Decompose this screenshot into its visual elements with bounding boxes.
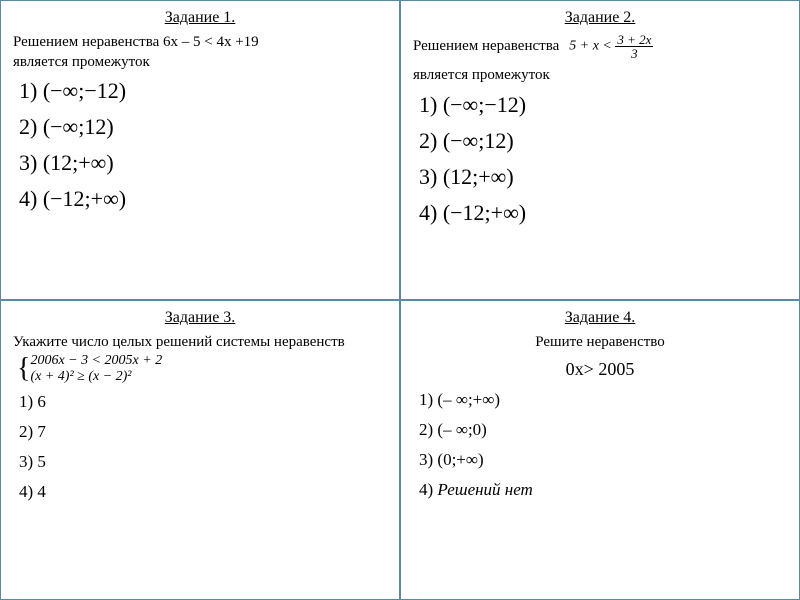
task-3-opt-1: 1) 6 bbox=[19, 392, 387, 412]
task-2-prompt-a: Решением неравенства bbox=[413, 37, 559, 57]
task-1-opt-3: 3) (12;+∞) bbox=[19, 150, 387, 176]
task-1-prompt-line2: является промежуток bbox=[13, 54, 150, 70]
task-1-prompt: Решением неравенства 6х – 5 < 4х +19 явл… bbox=[13, 33, 387, 72]
task-4-opt-4-answer: Решений нет bbox=[437, 480, 532, 499]
task-2-opt-1: 1) (−∞;−12) bbox=[419, 92, 787, 118]
task-3-opt-2: 2) 7 bbox=[19, 422, 387, 442]
task-4-options: 1) (– ∞;+∞) 2) (– ∞;0) 3) (0;+∞) 4) Реше… bbox=[413, 390, 787, 500]
task-2-cell: Задание 2. Решением неравенства 5 + x < … bbox=[400, 0, 800, 300]
task-3-cell: Задание 3. Укажите число целых решений с… bbox=[0, 300, 400, 600]
task-3-title: Задание 3. bbox=[13, 309, 387, 327]
task-2-ineq-left: 5 + x < bbox=[569, 39, 612, 54]
task-4-cell: Задание 4. Решите неравенство 0х> 2005 1… bbox=[400, 300, 800, 600]
worksheet-grid: Задание 1. Решением неравенства 6х – 5 <… bbox=[0, 0, 800, 600]
task-3-system: { 2006x − 3 < 2005x + 2 (x + 4)² ≥ (x − … bbox=[17, 353, 162, 387]
task-2-options: 1) (−∞;−12) 2) (−∞;12) 3) (12;+∞) 4) (−1… bbox=[413, 92, 787, 226]
task-3-options: 1) 6 2) 7 3) 5 4) 4 bbox=[13, 392, 387, 502]
task-4-opt-4-num: 4) bbox=[419, 480, 437, 499]
task-2-frac-den: 3 bbox=[615, 47, 653, 60]
task-1-options: 1) (−∞;−12) 2) (−∞;12) 3) (12;+∞) 4) (−1… bbox=[13, 78, 387, 212]
task-2-frac-num: 3 + 2x bbox=[615, 33, 653, 47]
task-2-prompt: Решением неравенства 5 + x < 3 + 2x 3 bbox=[413, 33, 787, 60]
task-3-opt-3: 3) 5 bbox=[19, 452, 387, 472]
task-1-prompt-line1: Решением неравенства 6х – 5 < 4х +19 bbox=[13, 34, 259, 50]
task-4-opt-4: 4) Решений нет bbox=[419, 480, 787, 500]
task-1-opt-4: 4) (−12;+∞) bbox=[19, 186, 387, 212]
task-2-prompt-b: является промежуток bbox=[413, 66, 787, 86]
task-1-title: Задание 1. bbox=[13, 9, 387, 27]
task-3-sys-line1: 2006x − 3 < 2005x + 2 bbox=[30, 353, 162, 370]
task-2-opt-3: 3) (12;+∞) bbox=[419, 164, 787, 190]
task-2-opt-4: 4) (−12;+∞) bbox=[419, 200, 787, 226]
task-4-inequality: 0х> 2005 bbox=[413, 359, 787, 380]
task-4-opt-3: 3) (0;+∞) bbox=[419, 450, 787, 470]
brace-icon: { bbox=[17, 358, 30, 380]
task-4-prompt: Решите неравенство bbox=[413, 333, 787, 353]
task-3-prompt: Укажите число целых решений системы нера… bbox=[13, 333, 387, 386]
task-2-ineq: 5 + x < 3 + 2x 3 bbox=[569, 33, 653, 60]
task-1-opt-1: 1) (−∞;−12) bbox=[19, 78, 387, 104]
task-4-title: Задание 4. bbox=[413, 309, 787, 327]
task-3-system-lines: 2006x − 3 < 2005x + 2 (x + 4)² ≥ (x − 2)… bbox=[30, 353, 162, 387]
task-3-sys-line2: (x + 4)² ≥ (x − 2)² bbox=[30, 369, 162, 386]
task-4-opt-1: 1) (– ∞;+∞) bbox=[419, 390, 787, 410]
task-2-title: Задание 2. bbox=[413, 9, 787, 27]
task-3-prompt-text: Укажите число целых решений системы нера… bbox=[13, 334, 345, 350]
task-4-opt-2: 2) (– ∞;0) bbox=[419, 420, 787, 440]
task-2-frac: 3 + 2x 3 bbox=[615, 33, 653, 60]
task-2-opt-2: 2) (−∞;12) bbox=[419, 128, 787, 154]
task-3-opt-4: 4) 4 bbox=[19, 482, 387, 502]
task-1-opt-2: 2) (−∞;12) bbox=[19, 114, 387, 140]
task-1-cell: Задание 1. Решением неравенства 6х – 5 <… bbox=[0, 0, 400, 300]
